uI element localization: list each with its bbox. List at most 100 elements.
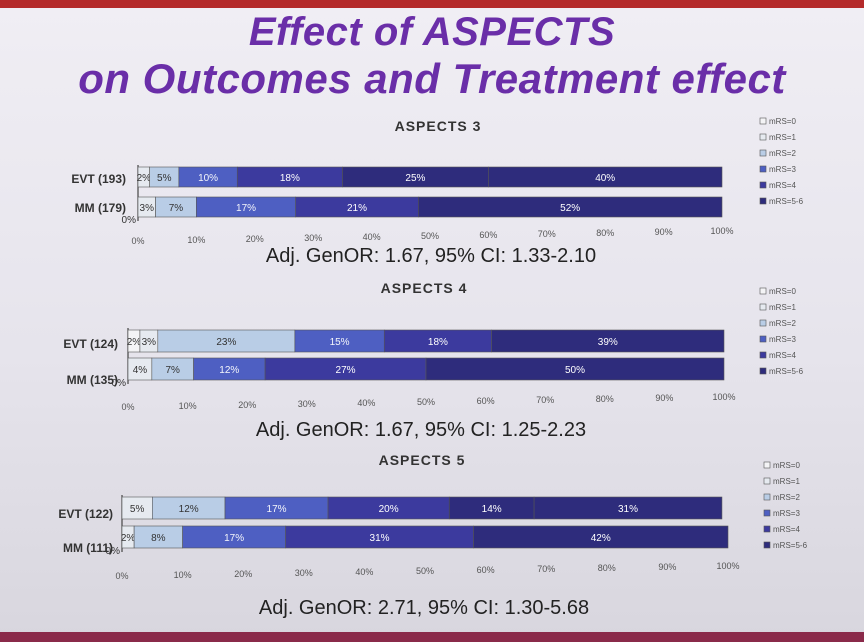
- legend-swatch: [759, 303, 767, 311]
- category-label: MM (111): [63, 541, 113, 555]
- x-tick-label: 70%: [537, 564, 555, 574]
- slide-title-line-1: Effect of ASPECTS: [248, 10, 616, 54]
- bar-segment: [418, 196, 723, 218]
- x-tick-label: 30%: [298, 399, 316, 409]
- data-label: 0%: [122, 215, 137, 226]
- x-tick-label: 30%: [295, 568, 313, 578]
- legend-entry: mRS=5-6: [769, 197, 804, 206]
- x-tick-label: 50%: [417, 397, 435, 407]
- x-tick-label: 80%: [596, 394, 614, 404]
- data-label: 21%: [347, 203, 367, 214]
- legend-entry: mRS=3: [769, 165, 796, 174]
- data-label: 5%: [157, 173, 172, 184]
- legend-entry: mRS=0: [773, 461, 800, 470]
- x-tick-label: 10%: [174, 570, 192, 580]
- x-tick-label: 30%: [304, 233, 322, 243]
- slide-title-line-2: on Outcomes and Treatment effect: [78, 55, 786, 102]
- legend-entry: mRS=3: [773, 509, 800, 518]
- legend-swatch: [763, 525, 771, 533]
- data-label: 15%: [330, 337, 350, 348]
- data-label: 0%: [112, 378, 127, 389]
- legend-entry: mRS=4: [769, 181, 796, 190]
- legend-swatch: [759, 117, 767, 125]
- data-label: 0%: [106, 546, 121, 557]
- x-tick-label: 100%: [716, 561, 739, 571]
- x-tick-label: 20%: [238, 400, 256, 410]
- x-tick-label: 60%: [479, 230, 497, 240]
- legend-entry: mRS=1: [773, 477, 800, 486]
- data-label: 2%: [127, 337, 142, 348]
- data-label: 20%: [379, 504, 399, 515]
- data-label: 8%: [151, 533, 166, 544]
- x-tick-label: 80%: [598, 563, 616, 573]
- x-tick-label: 0%: [115, 571, 128, 581]
- data-label: 25%: [405, 173, 425, 184]
- x-tick-label: 20%: [234, 569, 252, 579]
- x-tick-label: 100%: [712, 392, 735, 402]
- legend-swatch: [759, 367, 767, 375]
- panel-title-2: ASPECTS 4: [381, 280, 468, 296]
- data-label: 31%: [618, 504, 638, 515]
- x-tick-label: 50%: [421, 231, 439, 241]
- x-tick-label: 0%: [131, 236, 144, 246]
- x-tick-label: 70%: [536, 395, 554, 405]
- x-tick-label: 0%: [121, 402, 134, 412]
- data-label: 27%: [336, 365, 356, 376]
- x-tick-label: 100%: [710, 226, 733, 236]
- x-tick-label: 60%: [477, 396, 495, 406]
- legend-entry: mRS=2: [773, 493, 800, 502]
- data-label: 18%: [428, 337, 448, 348]
- data-label: 17%: [267, 504, 287, 515]
- legend-swatch: [759, 181, 767, 189]
- legend-swatch: [759, 319, 767, 327]
- x-tick-label: 40%: [355, 567, 373, 577]
- legend-entry: mRS=1: [769, 133, 796, 142]
- data-label: 12%: [219, 365, 239, 376]
- legend-entry: mRS=0: [769, 287, 796, 296]
- x-tick-label: 90%: [658, 562, 676, 572]
- x-tick-label: 70%: [538, 229, 556, 239]
- data-label: 2%: [121, 533, 136, 544]
- legend-swatch: [763, 493, 771, 501]
- slide-top-bar: [0, 0, 864, 8]
- stat-annotation-2: Adj. GenOR: 1.67, 95% CI: 1.25-2.23: [256, 419, 586, 441]
- bar-segment: [491, 329, 725, 353]
- data-label: 23%: [216, 337, 236, 348]
- x-tick-label: 40%: [357, 398, 375, 408]
- category-label: EVT (193): [71, 172, 126, 186]
- legend-entry: mRS=2: [769, 319, 796, 328]
- legend-entry: mRS=0: [769, 117, 796, 126]
- bar-segment: [533, 496, 723, 520]
- stat-annotation-3: Adj. GenOR: 2.71, 95% CI: 1.30-5.68: [259, 597, 589, 619]
- panel-title-1: ASPECTS 3: [395, 118, 482, 134]
- data-label: 17%: [236, 203, 256, 214]
- legend-entry: mRS=3: [769, 335, 796, 344]
- data-label: 14%: [482, 504, 502, 515]
- data-label: 50%: [565, 365, 585, 376]
- bar-segment: [473, 525, 729, 549]
- data-label: 31%: [370, 533, 390, 544]
- legend-swatch: [759, 351, 767, 359]
- data-label: 3%: [142, 337, 157, 348]
- legend-swatch: [759, 165, 767, 173]
- legend-entry: mRS=5-6: [769, 367, 804, 376]
- data-label: 52%: [560, 203, 580, 214]
- x-tick-label: 90%: [655, 227, 673, 237]
- data-label: 7%: [165, 365, 180, 376]
- x-tick-label: 10%: [187, 235, 205, 245]
- legend-swatch: [759, 133, 767, 141]
- stat-annotation-1: Adj. GenOR: 1.67, 95% CI: 1.33-2.10: [266, 245, 596, 267]
- data-label: 18%: [280, 173, 300, 184]
- data-label: 2%: [137, 173, 152, 184]
- category-label: MM (135): [67, 373, 118, 387]
- category-label: MM (179): [75, 201, 126, 215]
- data-label: 5%: [130, 504, 145, 515]
- legend-entry: mRS=5-6: [773, 541, 808, 550]
- data-label: 4%: [133, 365, 148, 376]
- x-tick-label: 10%: [179, 401, 197, 411]
- data-label: 40%: [595, 173, 615, 184]
- legend-swatch: [763, 541, 771, 549]
- x-tick-label: 60%: [477, 565, 495, 575]
- x-tick-label: 20%: [246, 234, 264, 244]
